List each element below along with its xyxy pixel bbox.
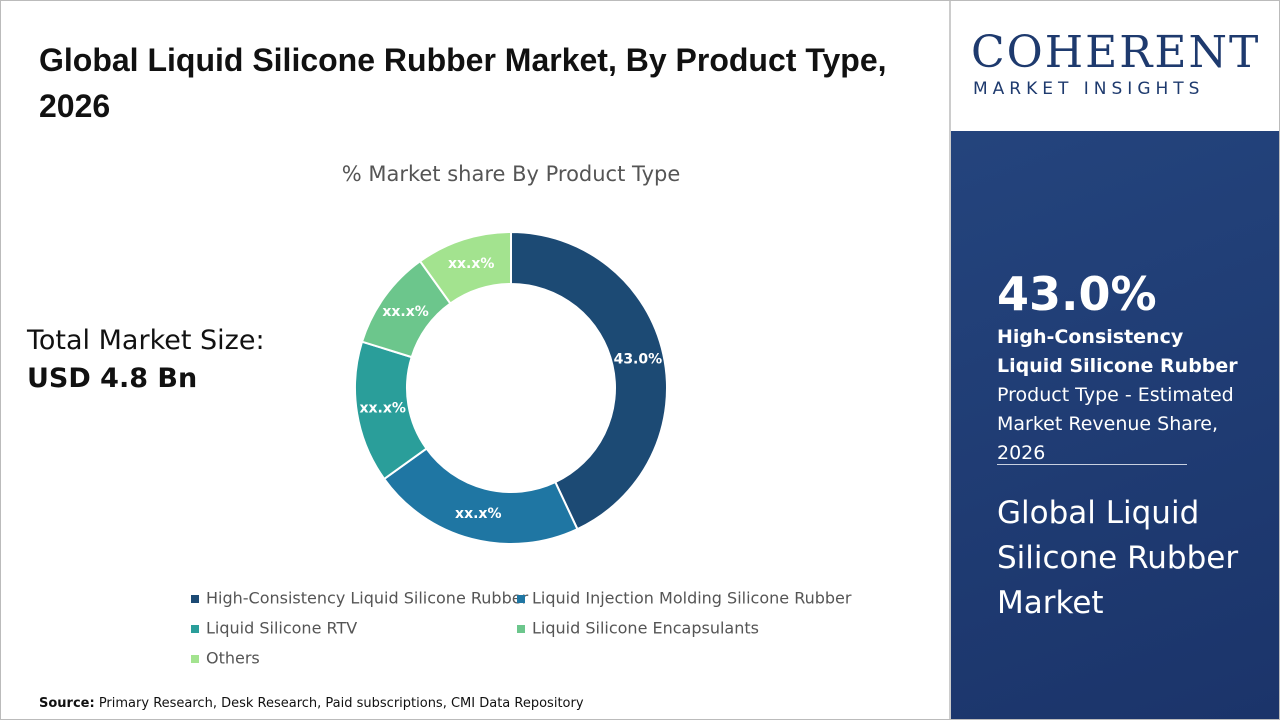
legend-label: Liquid Injection Molding Silicone Rubber (532, 589, 852, 608)
logo-name: COHERENT (971, 27, 1261, 78)
legend-label: Others (206, 649, 260, 668)
chart: % Market share By Product Type 43.0% xx.x… (191, 162, 852, 668)
highlight-market: Global Liquid Silicone Rubber Market (997, 495, 1239, 621)
divider (997, 464, 1187, 465)
chart-title: Global Liquid Silicone Rubber Market, By… (39, 42, 887, 124)
logo: COHERENT MARKET INSIGHTS (951, 1, 1279, 131)
legend-swatch (191, 595, 199, 603)
market-size-value: USD 4.8 Bn (27, 363, 198, 394)
source-label: Source: (39, 696, 95, 711)
side-panel: COHERENT MARKET INSIGHTS 43.0% High-Cons… (949, 1, 1279, 719)
legend-label: High-Consistency Liquid Silicone Rubber (206, 589, 529, 608)
source: Source: Primary Research, Desk Research,… (39, 696, 584, 711)
legend-swatch (517, 595, 525, 603)
logo-tagline: MARKET INSIGHTS (973, 79, 1205, 99)
slice-label: xx.x% (455, 506, 501, 522)
slice (382, 447, 579, 545)
highlight-rest: Product Type - Estimated Market Revenue … (997, 384, 1234, 464)
highlight-value: 43.0% (997, 267, 1157, 321)
legend-label: Liquid Silicone Encapsulants (532, 619, 759, 638)
market-size-label: Total Market Size: (27, 325, 265, 356)
legend-label: Liquid Silicone RTV (206, 619, 357, 638)
highlight-bold: High-Consistency Liquid Silicone Rubber (997, 326, 1238, 377)
slice (418, 230, 512, 305)
chart-subtitle: % Market share By Product Type (342, 162, 681, 186)
legend-swatch (191, 655, 199, 663)
highlight-panel: 43.0% High-Consistency Liquid Silicone R… (951, 131, 1279, 719)
legend-swatch (191, 625, 199, 633)
slice-label: xx.x% (448, 256, 494, 272)
slice-label: xx.x% (382, 304, 428, 320)
legend-swatch (517, 625, 525, 633)
highlight-text: High-Consistency Liquid Silicone Rubber … (997, 323, 1247, 468)
slice-label: xx.x% (359, 401, 405, 417)
slice (510, 230, 668, 531)
source-text: Primary Research, Desk Research, Paid su… (94, 696, 584, 711)
slice-label: 43.0% (614, 352, 663, 368)
